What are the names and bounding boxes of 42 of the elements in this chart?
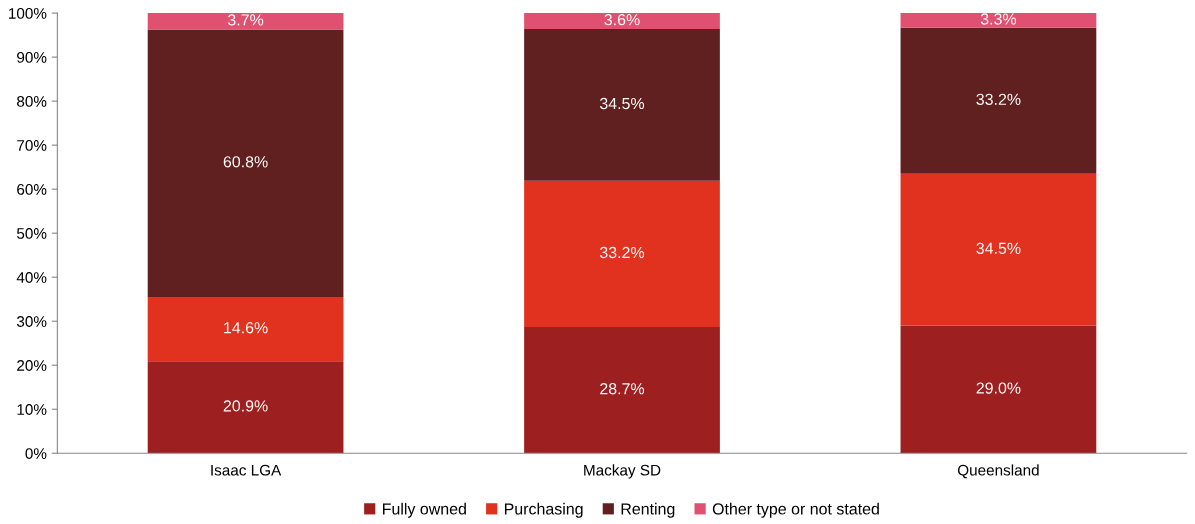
bar [524,13,720,29]
y-tick-label: 100% [9,7,47,19]
y-tick-label: 50% [16,228,47,239]
legend-label: Purchasing [504,502,583,518]
y-tick-label: 40% [16,272,47,283]
bar [147,361,344,454]
data-label: 3.3% [980,13,1017,25]
data-label: 28.7% [600,383,645,395]
y-tick-label: 20% [17,360,47,371]
legend-label: Fully owned [383,502,466,518]
y-tick-label: 30% [16,316,47,327]
y-tick-label: 90% [17,51,47,63]
legend-label: Other type or not stated [712,502,879,518]
bar [900,13,1097,28]
data-label: 3.7% [227,14,264,26]
bar [147,29,344,297]
data-label: 3.6% [604,14,640,26]
bar [524,326,720,454]
y-tick-label: 60% [17,184,47,195]
data-label: 34.5% [976,242,1021,254]
y-tick-label: 80% [17,96,47,107]
legend-label: Renting [621,502,675,518]
x-tick-label: Queensland [957,464,1039,479]
data-label: 33.2% [976,93,1021,105]
y-tick-label: 0% [25,448,47,459]
bar [524,180,720,327]
bar [147,297,344,362]
y-tick-label: 70% [17,140,47,151]
data-label: 14.6% [224,322,268,334]
x-tick-label: Mackay SD [584,464,661,479]
bar [147,13,344,30]
data-label: 33.2% [599,246,645,259]
data-label: 60.8% [223,156,268,168]
y-tick-label: 10% [17,404,47,415]
bar [900,27,1097,174]
bar [900,173,1097,326]
x-tick-label: Isaac LGA [211,464,282,476]
bar [900,325,1097,454]
bar [524,28,720,181]
data-label: 29.0% [976,382,1021,394]
data-label: 20.9% [223,400,268,412]
data-label: 34.5% [599,97,645,110]
